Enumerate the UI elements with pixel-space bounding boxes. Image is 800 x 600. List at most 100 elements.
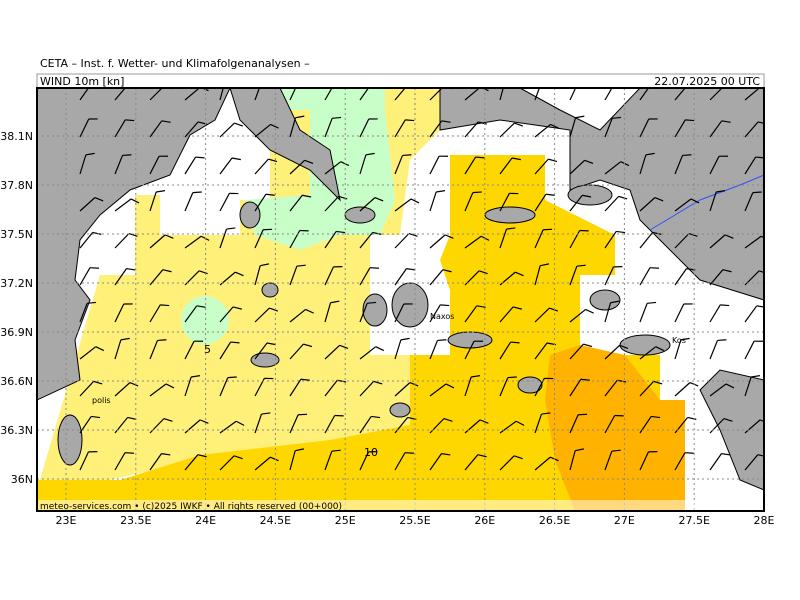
barb-shaft bbox=[219, 341, 232, 360]
barb-shaft bbox=[604, 161, 622, 175]
wind-barb bbox=[674, 88, 689, 101]
lat-label: 38.1N bbox=[0, 130, 33, 143]
wind-barb bbox=[114, 382, 139, 397]
barb-shaft bbox=[744, 88, 761, 101]
barb-flag bbox=[197, 454, 207, 458]
wind-barb bbox=[219, 420, 245, 434]
barb-shaft bbox=[79, 154, 87, 175]
barb-shaft bbox=[359, 154, 367, 175]
barb-shaft bbox=[324, 88, 336, 101]
barb-flag bbox=[716, 190, 726, 193]
wind-barb bbox=[394, 154, 412, 175]
barb-flag bbox=[227, 376, 237, 379]
lon-label: 28E bbox=[754, 514, 775, 527]
barb-shaft bbox=[289, 266, 298, 286]
wind-barb bbox=[324, 414, 344, 434]
barb-flag bbox=[261, 412, 271, 415]
barb-shaft bbox=[394, 303, 405, 323]
place-label: Naxos bbox=[430, 312, 454, 321]
wind-barb bbox=[219, 192, 239, 212]
barb-flag bbox=[374, 197, 384, 202]
wind-barb bbox=[429, 190, 446, 212]
lon-label: 23E bbox=[56, 514, 77, 527]
wind-barb bbox=[429, 383, 455, 397]
barb-flag bbox=[164, 234, 174, 239]
barb-flag bbox=[229, 192, 239, 195]
barb-shaft bbox=[604, 302, 612, 323]
wind-barb bbox=[289, 308, 314, 323]
barb-flag bbox=[162, 269, 172, 273]
wind-barb bbox=[464, 156, 485, 175]
wind-barb bbox=[254, 412, 271, 434]
wind-barb bbox=[394, 119, 415, 138]
barb-shaft bbox=[324, 415, 336, 434]
wind-barb bbox=[79, 88, 92, 101]
barb-shaft bbox=[744, 156, 757, 175]
wind-barb bbox=[184, 454, 207, 471]
lat-label: 36.6N bbox=[0, 375, 33, 388]
wind-barb bbox=[289, 115, 305, 138]
barb-flag bbox=[513, 455, 523, 460]
barb-shaft bbox=[569, 414, 579, 434]
barb-shaft bbox=[429, 340, 439, 360]
wind-barb bbox=[639, 88, 652, 101]
wind-barb bbox=[429, 418, 453, 434]
wind-barb bbox=[709, 155, 729, 175]
barb-flag bbox=[723, 418, 733, 422]
barb-shaft bbox=[569, 378, 582, 397]
barb-shaft bbox=[114, 303, 125, 323]
barb-shaft bbox=[184, 340, 195, 360]
barb-shaft bbox=[569, 194, 583, 212]
wind-barb bbox=[219, 376, 237, 397]
wind-barb bbox=[394, 88, 409, 101]
barb-shaft bbox=[604, 266, 614, 286]
wind-barb bbox=[744, 88, 764, 101]
barb-flag bbox=[126, 268, 136, 271]
wind-barb bbox=[149, 269, 172, 286]
wind-barb bbox=[534, 263, 550, 286]
lon-label: 27.5E bbox=[678, 514, 709, 527]
wind-barb bbox=[464, 340, 484, 360]
barb-shaft bbox=[534, 193, 547, 212]
barb-shaft bbox=[709, 120, 723, 138]
barb-shaft bbox=[149, 453, 162, 471]
wind-barb bbox=[569, 264, 586, 286]
wind-barb bbox=[184, 191, 202, 212]
barb-shaft bbox=[429, 453, 442, 471]
wind-barb bbox=[744, 419, 764, 434]
barb-shaft bbox=[639, 303, 648, 323]
wind-barb bbox=[114, 154, 132, 175]
barb-flag bbox=[445, 383, 455, 389]
barb-shaft bbox=[289, 194, 303, 212]
barb-shaft bbox=[324, 161, 342, 175]
wind-barb bbox=[394, 382, 419, 397]
barb-flag bbox=[582, 194, 592, 198]
barb-flag bbox=[690, 198, 700, 204]
wind-barb bbox=[289, 343, 313, 360]
barb-flag bbox=[515, 271, 524, 277]
barb-shaft bbox=[709, 304, 721, 323]
barb-flag bbox=[549, 307, 559, 312]
barb-flag bbox=[720, 304, 730, 307]
barb-shaft bbox=[639, 346, 657, 360]
barb-shaft bbox=[744, 305, 758, 323]
barb-flag bbox=[265, 193, 275, 196]
barb-shaft bbox=[464, 419, 481, 434]
barb-flag bbox=[260, 263, 270, 267]
wind-barb bbox=[744, 340, 764, 360]
barb-flag bbox=[512, 306, 522, 310]
barb-flag bbox=[542, 77, 551, 83]
barb-shaft bbox=[184, 454, 199, 471]
barb-shaft bbox=[394, 268, 407, 286]
barb-shaft bbox=[359, 88, 372, 101]
wind-barb bbox=[254, 193, 275, 212]
barb-flag bbox=[442, 269, 452, 273]
barb-flag bbox=[159, 155, 169, 157]
wind-barb bbox=[359, 415, 381, 434]
wind-barb bbox=[359, 380, 383, 397]
barb-shaft bbox=[114, 155, 124, 175]
barb-shaft bbox=[394, 233, 410, 249]
barb-shaft bbox=[359, 303, 368, 323]
wind-barb bbox=[219, 227, 236, 249]
wind-barb bbox=[219, 306, 242, 323]
